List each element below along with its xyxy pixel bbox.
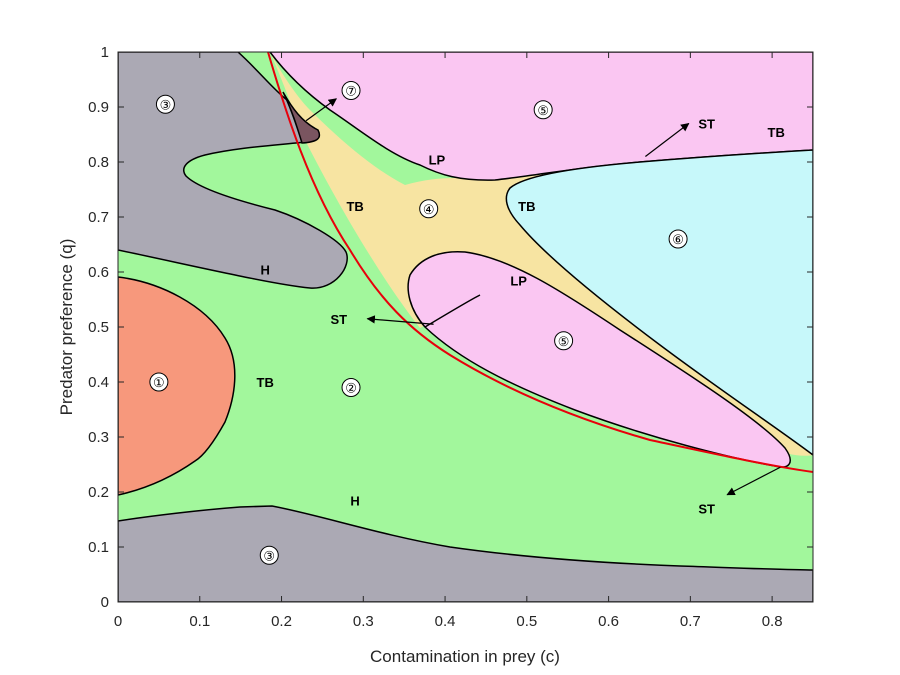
region-label: ③ <box>160 98 172 113</box>
arrows-group <box>305 98 781 496</box>
y-tick-label: 0.5 <box>88 319 109 336</box>
plot-area <box>118 52 813 602</box>
region-labels-group: ① ② ③ ③ ④ ⑤ ⑤ ⑥ ⑦ <box>149 81 688 565</box>
y-tick-label: 0 <box>101 594 109 611</box>
region-label: ⑤ <box>537 104 549 119</box>
bifurcation-label: TB <box>768 125 785 140</box>
x-tick-label: 0.8 <box>762 613 783 630</box>
bifurcation-label: LP <box>429 152 446 167</box>
region-marker-circle <box>341 378 361 397</box>
region-7-fill <box>282 91 321 144</box>
region-marker: ③ <box>155 94 175 114</box>
arrow <box>366 315 434 325</box>
region-marker-circle <box>554 331 574 351</box>
region-label: ③ <box>263 549 275 564</box>
region-marker: ③ <box>259 545 279 565</box>
region-marker-circle <box>155 94 175 114</box>
x-tick-label: 0.2 <box>271 613 292 630</box>
arrow <box>726 466 781 496</box>
tick-labels-group: 0 0.1 0.2 0.3 0.4 0.5 0.6 0.7 0.8 0 0.1 0.2 0.3 0.4 0.… <box>88 44 782 630</box>
bifurcation-label: H <box>260 262 269 277</box>
bifurcation-label: ST <box>698 117 715 132</box>
x-tick-label: 0.5 <box>516 613 537 630</box>
bifurcation-label: ST <box>698 502 715 517</box>
y-tick-label: 0.8 <box>88 154 109 171</box>
bifurcation-label: ST <box>330 312 347 327</box>
region-marker: ④ <box>419 199 439 219</box>
bifurcation-label: H <box>350 493 359 508</box>
region-marker-circle <box>668 229 688 249</box>
bifurcation-label: LP <box>510 273 527 288</box>
st-curve <box>267 52 813 473</box>
y-axis-label: Predator preference (q) <box>57 239 76 416</box>
x-tick-label: 0.7 <box>680 613 701 630</box>
region-1-fill <box>118 276 236 496</box>
x-axis-label: Contamination in prey (c) <box>370 647 560 666</box>
region-marker-circle <box>419 199 439 219</box>
y-tick-label: 0.7 <box>88 209 109 226</box>
region-label: ② <box>345 382 357 397</box>
region-label: ⑤ <box>558 335 570 350</box>
region-marker: ① <box>149 372 169 392</box>
bifurcation-label: TB <box>518 199 535 214</box>
arrow <box>645 122 690 157</box>
region-marker: ⑦ <box>341 81 361 100</box>
region-marker-circle <box>259 545 279 565</box>
region-label: ⑦ <box>345 85 357 100</box>
region-marker-circle <box>149 372 169 392</box>
x-tick-label: 0.6 <box>598 613 619 630</box>
x-tick-label: 0.3 <box>353 613 374 630</box>
y-tick-label: 0.4 <box>88 374 109 391</box>
region-label: ⑥ <box>672 233 684 248</box>
y-tick-label: 0.3 <box>88 429 109 446</box>
region-label: ① <box>153 376 165 391</box>
region-3-bottom-fill <box>118 505 813 602</box>
x-tick-label: 0.4 <box>435 613 456 630</box>
y-tick-label: 0.1 <box>88 539 109 556</box>
region-6-fill <box>505 149 813 456</box>
region-label: ④ <box>423 203 435 218</box>
bifurcation-label: TB <box>257 375 274 390</box>
region-5-mid-fill <box>407 250 791 468</box>
bifurcation-label: TB <box>346 199 363 214</box>
arrow <box>305 98 337 122</box>
region-marker: ⑤ <box>554 331 574 351</box>
x-tick-label: 0.1 <box>189 613 210 630</box>
region-marker-circle <box>341 81 361 100</box>
region-marker: ② <box>341 378 361 397</box>
x-tick-label: 0 <box>114 613 122 630</box>
y-tick-label: 0.6 <box>88 264 109 281</box>
y-tick-label: 1 <box>101 44 109 61</box>
y-tick-label: 0.9 <box>88 99 109 116</box>
ticks-group <box>117 51 813 603</box>
region-marker-circle <box>533 100 553 120</box>
y-tick-label: 0.2 <box>88 484 109 501</box>
region-marker: ⑥ <box>668 229 688 249</box>
annotations-group: TB H H ST TB LP TB LP ST TB ST <box>257 117 785 517</box>
region-marker: ⑤ <box>533 100 553 120</box>
